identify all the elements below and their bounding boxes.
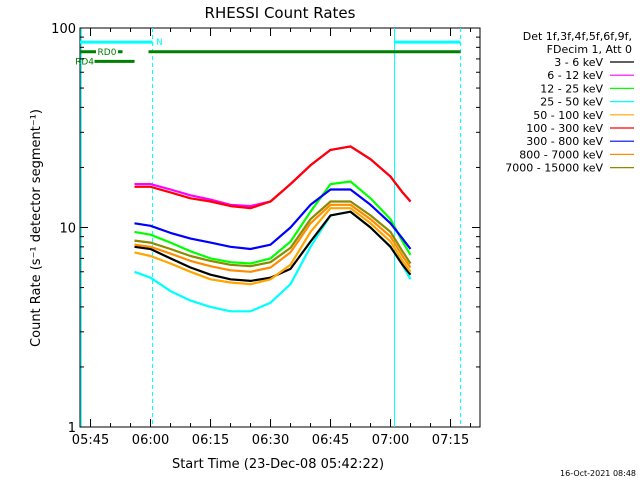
footer-timestamp: 16-Oct-2021 08:48 <box>560 469 636 478</box>
legend-label: 7000 - 15000 keV <box>505 162 603 175</box>
chart-title: RHESSI Count Rates <box>205 4 356 22</box>
legend-header-line: FDecim 1, Att 0 <box>547 43 632 56</box>
series-line-7000-15000-kev <box>134 200 412 268</box>
y-tick-label: 1 <box>68 421 76 436</box>
plot-frame <box>79 27 481 428</box>
y-axis-ticks: 1 10 100 <box>51 22 480 436</box>
legend-label: 25 - 50 keV <box>540 96 603 109</box>
legend-label: 100 - 300 keV <box>526 122 603 135</box>
x-axis-label: Start Time (23-Dec-08 05:42:22) <box>172 457 384 472</box>
series-line-800-7000-kev <box>134 203 412 273</box>
series-line-300-800-kev <box>134 188 412 251</box>
flag-label-bg-rd0 <box>96 47 118 56</box>
legend-label: 6 - 12 keV <box>547 69 603 82</box>
x-tick-label: 06:45 <box>312 433 349 448</box>
x-tick-label: 06:00 <box>132 433 169 448</box>
flag-label-n: N <box>156 38 163 48</box>
y-tick-label: 10 <box>59 222 76 237</box>
x-axis-ticks: 05:45 06:00 06:15 06:30 06:45 07:00 07:15 <box>72 28 472 448</box>
legend: Det 1f,3f,4f,5f,6f,9f,FDecim 1, Att 03 -… <box>505 30 634 175</box>
y-tick-label: 100 <box>51 22 76 37</box>
x-tick-label: 06:30 <box>252 433 289 448</box>
series-line-12-25-kev <box>134 180 412 265</box>
x-tick-label: 06:15 <box>192 433 229 448</box>
flag-bars: N RD0 RD4 <box>75 38 461 67</box>
x-tick-label: 05:45 <box>72 433 109 448</box>
vertical-markers <box>80 28 462 427</box>
legend-label: 3 - 6 keV <box>554 56 603 69</box>
legend-label: 300 - 800 keV <box>526 135 603 148</box>
series-line-50-100-kev <box>134 207 412 286</box>
x-tick-label: 07:00 <box>372 433 409 448</box>
legend-label: 800 - 7000 keV <box>519 148 603 161</box>
legend-label: 50 - 100 keV <box>533 109 603 122</box>
x-tick-label: 07:15 <box>432 433 469 448</box>
flag-label-rd0: RD0 <box>98 48 117 58</box>
series-lines <box>134 145 412 313</box>
flag-label-rd4: RD4 <box>75 57 94 67</box>
legend-label: 12 - 25 keV <box>540 82 603 95</box>
legend-header-line: Det 1f,3f,4f,5f,6f,9f, <box>523 30 632 43</box>
y-axis-label: Count Rate (s⁻¹ detector segment⁻¹) <box>29 109 44 347</box>
series-line-100-300-kev <box>134 145 412 210</box>
